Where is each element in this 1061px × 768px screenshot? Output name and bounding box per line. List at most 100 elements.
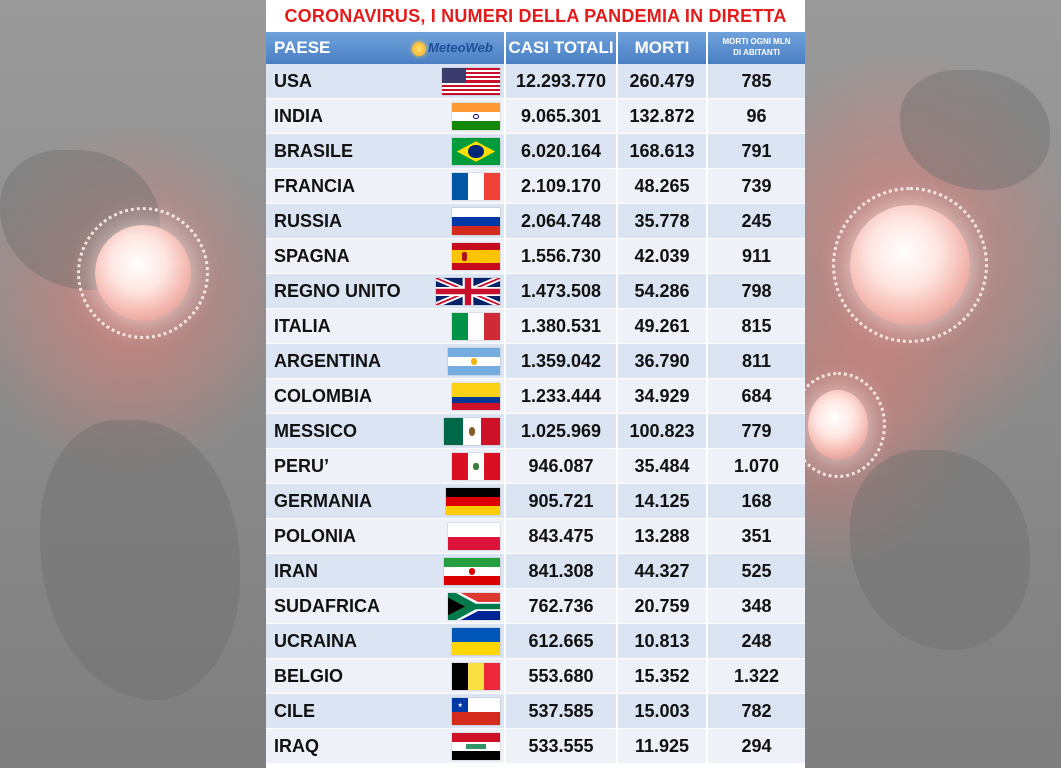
table-row: POLONIA 843.475 13.288 351: [266, 519, 805, 554]
header-per-mln-line2: DI ABITANTI: [733, 48, 780, 57]
south-africa-flag: [448, 593, 500, 620]
deaths: 35.778: [634, 211, 690, 231]
deaths-per-million: 811: [741, 351, 772, 371]
country-name: IRAN: [274, 561, 318, 581]
deaths-per-million: 739: [741, 176, 772, 196]
deaths: 49.261: [634, 316, 690, 336]
country-name: MESSICO: [274, 421, 358, 441]
header-deaths: MORTI: [634, 38, 690, 57]
deaths: 168.613: [629, 141, 695, 161]
total-cases: 2.109.170: [520, 176, 602, 196]
table-row: ITALIA 1.380.531 49.261 815: [266, 309, 805, 344]
mexico-flag: [444, 418, 500, 445]
deaths-per-million: 168: [741, 491, 772, 511]
deaths: 48.265: [634, 176, 690, 196]
table-body: USA 12.293.770 260.479 785 INDIA 9.065.301 132…: [266, 64, 805, 764]
brazil-flag: [452, 138, 500, 165]
deaths-per-million: 1.322: [733, 666, 780, 686]
deaths: 54.286: [634, 281, 690, 301]
virus-icon: [832, 187, 988, 343]
iraq-flag: [452, 733, 500, 760]
deaths: 132.872: [629, 106, 695, 126]
total-cases: 612.665: [528, 631, 594, 651]
deaths-per-million: 248: [741, 631, 772, 651]
france-flag: [452, 173, 500, 200]
deaths-per-million: 779: [741, 421, 772, 441]
total-cases: 1.025.969: [520, 421, 602, 441]
table-row: UCRAINA 612.665 10.813 248: [266, 624, 805, 659]
sun-icon: [412, 41, 426, 56]
total-cases: 1.233.444: [520, 386, 602, 406]
deaths: 34.929: [634, 386, 690, 406]
country-name: FRANCIA: [274, 176, 355, 196]
total-cases: 762.736: [528, 596, 594, 616]
deaths-per-million: 525: [741, 561, 772, 581]
table-row: REGNO UNITO 1.473.508 54.286 798: [266, 274, 805, 309]
total-cases: 537.585: [528, 701, 594, 721]
total-cases: 12.293.770: [515, 71, 607, 91]
deaths: 35.484: [634, 456, 690, 476]
argentina-flag: [448, 348, 500, 375]
deaths-per-million: 911: [741, 246, 772, 266]
deaths: 42.039: [634, 246, 690, 266]
table-row: CILE 537.585 15.003 782: [266, 694, 805, 729]
table-row: IRAQ 533.555 11.925 294: [266, 729, 805, 764]
table-row: SPAGNA 1.556.730 42.039 911: [266, 239, 805, 274]
total-cases: 533.555: [528, 736, 594, 756]
table-row: RUSSIA 2.064.748 35.778 245: [266, 204, 805, 239]
deaths-per-million: 245: [741, 211, 772, 231]
country-name: REGNO UNITO: [274, 281, 401, 301]
table-row: COLOMBIA 1.233.444 34.929 684: [266, 379, 805, 414]
header-per-mln-line1: MORTI OGNI MLN: [722, 37, 791, 46]
germany-flag: [446, 488, 500, 515]
deaths: 14.125: [634, 491, 690, 511]
world-map-landmass: [850, 450, 1030, 650]
total-cases: 9.065.301: [520, 106, 602, 126]
belgium-flag: [452, 663, 500, 690]
deaths: 260.479: [629, 71, 695, 91]
deaths: 11.925: [634, 736, 690, 756]
deaths: 15.003: [634, 701, 690, 721]
country-name: POLONIA: [274, 526, 357, 546]
country-name: SPAGNA: [274, 246, 350, 266]
deaths-per-million: 798: [741, 281, 772, 301]
table-row: BELGIO 553.680 15.352 1.322: [266, 659, 805, 694]
chile-flag: [452, 698, 500, 725]
table-row: USA 12.293.770 260.479 785: [266, 64, 805, 99]
country-name: IRAQ: [274, 736, 319, 756]
spain-flag: [452, 243, 500, 270]
deaths: 44.327: [634, 561, 690, 581]
russia-flag: [452, 208, 500, 235]
table-row: MESSICO 1.025.969 100.823 779: [266, 414, 805, 449]
deaths: 20.759: [634, 596, 690, 616]
header-cases: CASI TOTALI: [508, 38, 614, 57]
country-name: BRASILE: [274, 141, 354, 161]
total-cases: 1.556.730: [520, 246, 602, 266]
country-name: ITALIA: [274, 316, 331, 336]
total-cases: 1.473.508: [520, 281, 602, 301]
deaths-per-million: 785: [741, 71, 772, 91]
total-cases: 6.020.164: [520, 141, 602, 161]
poland-flag: [448, 523, 500, 550]
colombia-flag: [452, 383, 500, 410]
total-cases: 946.087: [528, 456, 594, 476]
total-cases: 843.475: [528, 526, 594, 546]
ukraine-flag: [452, 628, 500, 655]
country-name: UCRAINA: [274, 631, 357, 651]
table-row: GERMANIA 905.721 14.125 168: [266, 484, 805, 519]
deaths-per-million: 684: [741, 386, 772, 406]
deaths-per-million: 1.070: [733, 456, 780, 476]
deaths: 36.790: [634, 351, 690, 371]
column-divider: [504, 32, 506, 768]
country-name: GERMANIA: [274, 491, 372, 511]
table-row: PERU’ 946.087 35.484 1.070: [266, 449, 805, 484]
country-name: COLOMBIA: [274, 386, 372, 406]
deaths-per-million: 348: [741, 596, 772, 616]
deaths: 100.823: [629, 421, 695, 441]
iran-flag: [444, 558, 500, 585]
country-name: PERU’: [274, 456, 330, 476]
peru-flag: [452, 453, 500, 480]
logo-text: MeteoWeb: [428, 40, 493, 55]
column-divider: [706, 32, 708, 768]
table-row: BRASILE 6.020.164 168.613 791: [266, 134, 805, 169]
